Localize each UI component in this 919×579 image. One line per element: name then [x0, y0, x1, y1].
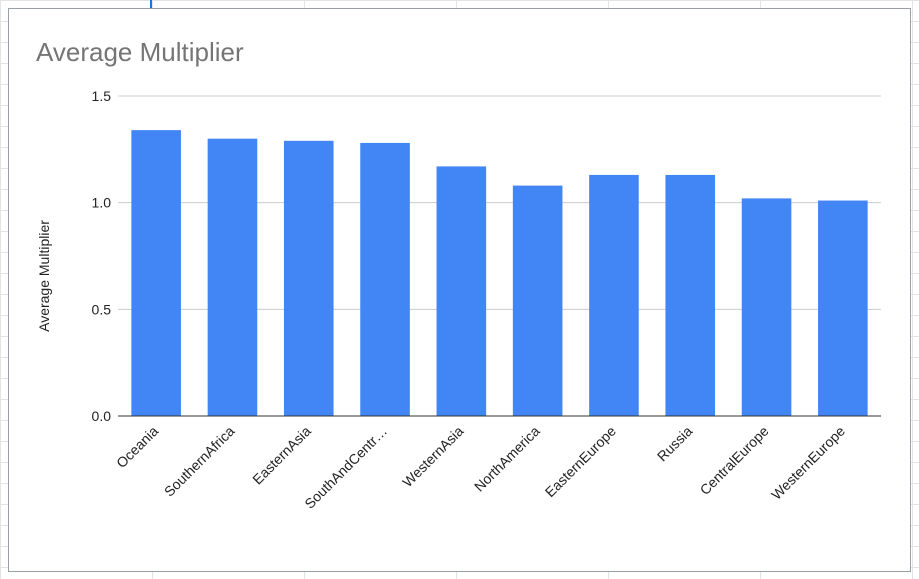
bar-chart: 0.00.51.01.5 Oceania SouthernAfrica Easter… — [36, 88, 881, 512]
x-tick-label: EasternEurope — [542, 423, 620, 501]
x-tick-label: CentralEurope — [697, 423, 772, 498]
y-tick-label: 0.0 — [92, 408, 112, 424]
selected-cell-border — [0, 0, 152, 8]
x-tick-label: Oceania — [113, 423, 161, 471]
x-tick-label: Russia — [654, 423, 696, 465]
bar — [360, 142, 410, 416]
bar — [589, 174, 639, 416]
bar — [818, 200, 868, 416]
bar — [207, 138, 258, 416]
bar — [665, 174, 716, 416]
x-tick-label: SouthAndCentr… — [301, 423, 390, 512]
y-tick-label: 1.0 — [92, 195, 112, 211]
y-tick-label: 1.5 — [92, 88, 112, 104]
y-axis-ticks: 0.0 0.5 1.0 1.5 — [92, 88, 112, 424]
bar — [741, 198, 792, 416]
x-tick-label: SouthernAfrica — [161, 423, 238, 500]
x-tick-label: NorthAmerica — [471, 423, 543, 495]
x-tick-label: EasternAsia — [249, 423, 314, 488]
chart-container[interactable]: Average Multiplier 0.0 0.5 1.0 1.5 Oceania S… — [8, 8, 911, 572]
x-tick-label: WesternAsia — [399, 423, 466, 490]
bar — [436, 166, 487, 416]
bar — [512, 185, 563, 416]
chart-title: Average Multiplier — [36, 37, 244, 67]
y-tick-label: 0.5 — [92, 301, 112, 317]
bar — [283, 140, 334, 417]
x-axis-ticks: Oceania SouthernAfrica EasternAsiaSouthAnd… — [113, 423, 848, 512]
bar — [131, 130, 181, 416]
y-axis-label: Average Multiplier — [36, 220, 52, 332]
x-tick-label: WesternEurope — [768, 423, 848, 503]
bars — [131, 130, 868, 417]
